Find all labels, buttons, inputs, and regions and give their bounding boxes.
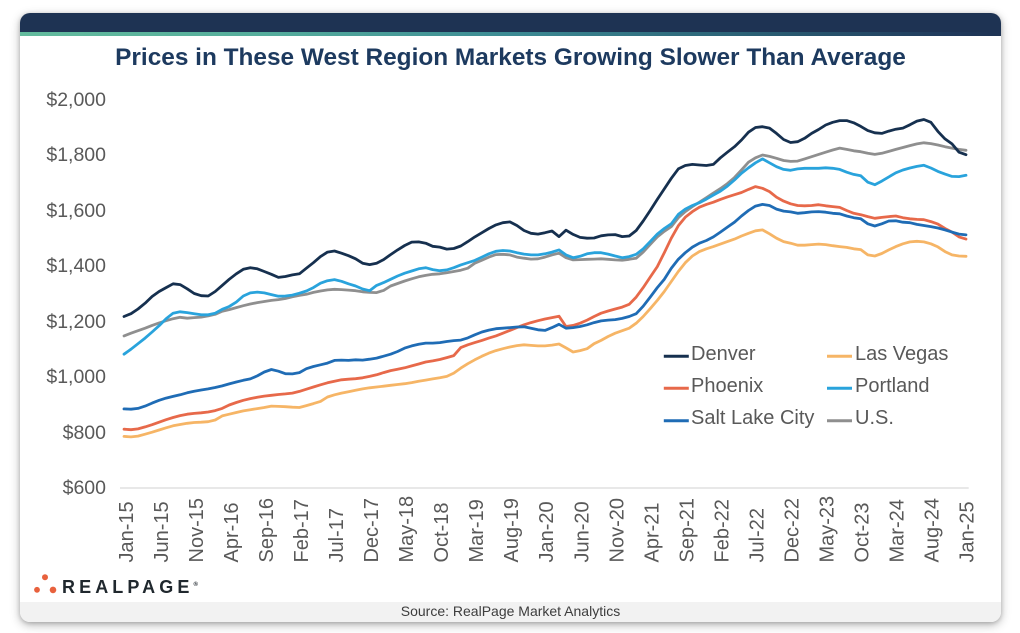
svg-text:Nov-15: Nov-15 xyxy=(186,498,208,562)
svg-text:Jun-15: Jun-15 xyxy=(151,501,173,562)
svg-text:Mar-24: Mar-24 xyxy=(887,499,909,562)
svg-text:Aug-19: Aug-19 xyxy=(501,498,523,563)
svg-text:Sep-16: Sep-16 xyxy=(256,498,278,563)
svg-text:Jul-22: Jul-22 xyxy=(746,508,768,562)
svg-text:Dec-17: Dec-17 xyxy=(361,498,383,562)
svg-text:Sep-21: Sep-21 xyxy=(676,498,698,563)
svg-text:Feb-17: Feb-17 xyxy=(291,499,313,562)
svg-text:Feb-22: Feb-22 xyxy=(711,499,733,562)
svg-text:Mar-19: Mar-19 xyxy=(466,499,488,562)
svg-text:Nov-20: Nov-20 xyxy=(606,498,628,562)
svg-text:Oct-18: Oct-18 xyxy=(431,502,453,562)
svg-text:Aug-24: Aug-24 xyxy=(922,498,944,563)
svg-text:Jul-17: Jul-17 xyxy=(326,508,348,562)
svg-text:Dec-22: Dec-22 xyxy=(781,498,803,562)
svg-text:May-18: May-18 xyxy=(396,496,418,563)
svg-text:Oct-23: Oct-23 xyxy=(851,502,873,562)
svg-text:Jan-20: Jan-20 xyxy=(536,501,558,562)
svg-text:Jun-20: Jun-20 xyxy=(571,501,593,562)
svg-text:Jan-25: Jan-25 xyxy=(957,501,979,562)
svg-text:Apr-16: Apr-16 xyxy=(221,502,243,562)
svg-text:Apr-21: Apr-21 xyxy=(641,502,663,562)
svg-text:Jan-15: Jan-15 xyxy=(116,501,138,562)
svg-text:May-23: May-23 xyxy=(816,496,838,563)
